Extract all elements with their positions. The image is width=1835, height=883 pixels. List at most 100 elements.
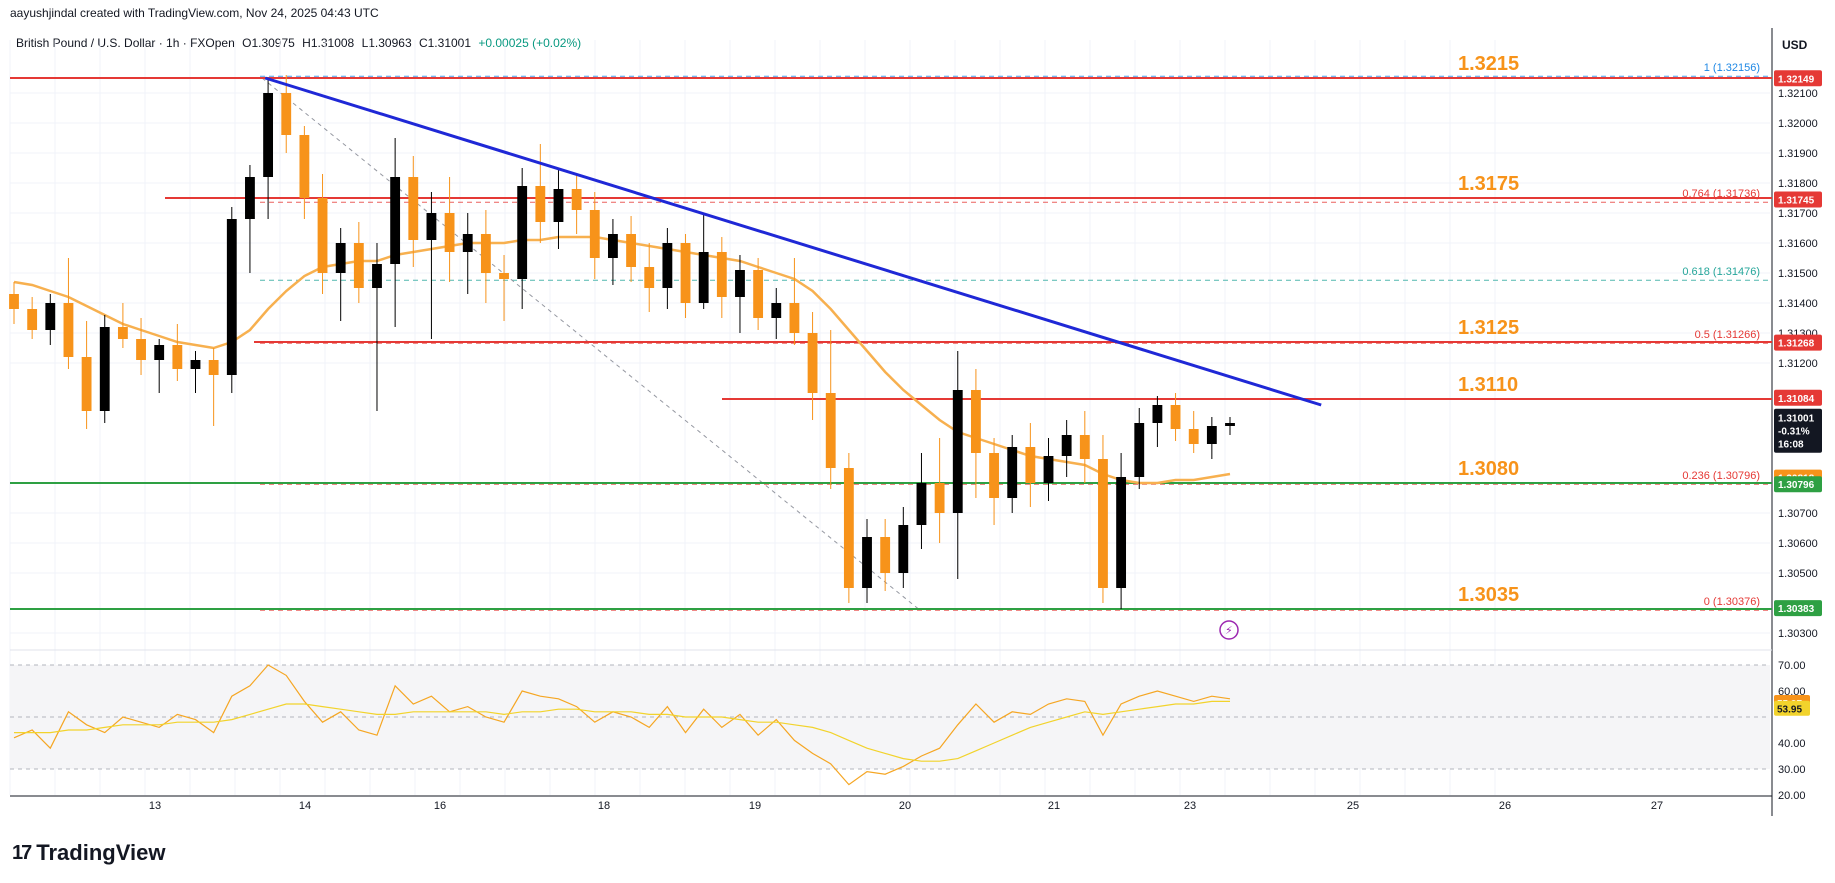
candle-body xyxy=(408,177,419,240)
candle-body xyxy=(226,219,237,375)
price-tick-label: 1.31700 xyxy=(1778,208,1818,220)
candle-body xyxy=(589,210,600,258)
candle-body xyxy=(698,252,709,303)
tradingview-brand: TradingView xyxy=(36,840,166,865)
candle-body xyxy=(1043,456,1054,483)
candle-body xyxy=(1098,459,1108,588)
candle-body xyxy=(1152,405,1163,423)
rsi-line xyxy=(13,664,1231,786)
price-tick-label: 1.30600 xyxy=(1778,538,1818,550)
candle-body xyxy=(154,345,165,360)
candle-body xyxy=(535,186,546,222)
candle-body xyxy=(989,453,999,498)
time-tick-label: 18 xyxy=(598,800,610,812)
candle-body xyxy=(1170,405,1181,429)
ohlc-close: C1.31001 xyxy=(418,36,472,50)
last-price-box xyxy=(1774,408,1822,453)
tradingview-logo[interactable]: 17 TradingView xyxy=(12,840,165,866)
candle-body xyxy=(662,243,673,288)
time-tick-label: 23 xyxy=(1184,800,1196,812)
rsi-ma-line xyxy=(14,700,1230,762)
price-tag-label: 1.31268 xyxy=(1778,339,1815,350)
price-tick-label: 1.31200 xyxy=(1778,358,1818,370)
candle-body xyxy=(807,333,818,393)
price-tag xyxy=(1774,600,1822,617)
time-tick-label: 19 xyxy=(749,800,761,812)
candle-body xyxy=(317,198,328,273)
fib-level-label: 1 (1.32156) xyxy=(1704,62,1760,74)
ohlc-low: L1.30963 xyxy=(361,36,412,50)
price-tick-label: 1.30500 xyxy=(1778,568,1818,580)
level-label: 1.3080 xyxy=(1458,458,1519,480)
candle-body xyxy=(1007,447,1018,498)
price-tag xyxy=(1774,191,1822,208)
rsi-tick-label: 40.00 xyxy=(1778,738,1806,750)
candle-body xyxy=(1225,423,1235,426)
fib-level-label: 0.618 (1.31476) xyxy=(1682,266,1760,278)
symbol-name[interactable]: British Pound / U.S. Dollar · 1h · FXOpe… xyxy=(16,36,235,50)
rsi-tick-label: 60.00 xyxy=(1778,686,1806,698)
level-label: 1.3215 xyxy=(1458,53,1519,75)
candle-body xyxy=(81,357,92,411)
candle-body xyxy=(680,243,691,303)
candle-body xyxy=(172,345,183,369)
price-tag-label: 1.31084 xyxy=(1778,394,1815,405)
candle-body xyxy=(426,213,437,240)
candle-body xyxy=(970,390,981,453)
candle-body xyxy=(390,177,401,264)
time-tick-label: 14 xyxy=(299,800,311,812)
candle-body xyxy=(880,537,891,573)
price-tick-label: 1.31500 xyxy=(1778,268,1818,280)
time-tick-label: 21 xyxy=(1048,800,1060,812)
event-marker-icon xyxy=(1219,620,1239,640)
price-tick-label: 1.30300 xyxy=(1778,628,1818,640)
candle-body xyxy=(45,303,56,330)
price-tag-label: 1.30383 xyxy=(1778,604,1815,615)
candle-body xyxy=(27,309,38,330)
time-tick-label: 25 xyxy=(1347,800,1359,812)
candle-body xyxy=(825,393,836,468)
candle-body xyxy=(117,327,128,339)
price-tick-label: 1.31400 xyxy=(1778,298,1818,310)
price-tick-label: 1.31600 xyxy=(1778,238,1818,250)
candle-body xyxy=(771,303,782,318)
candle-body xyxy=(571,189,582,210)
candle-body xyxy=(353,243,364,288)
currency-label[interactable]: USD xyxy=(1782,38,1808,52)
candle-body xyxy=(952,390,963,513)
price-tag xyxy=(1774,70,1822,87)
candle-body xyxy=(753,270,764,318)
candle-body xyxy=(499,273,509,279)
fib-diagonal-line xyxy=(261,77,921,611)
price-tick-label: 1.31800 xyxy=(1778,178,1818,190)
last-price-change: -0.31% xyxy=(1778,427,1810,438)
ohlc-open: O1.30975 xyxy=(242,36,295,50)
rsi-tick-label: 70.00 xyxy=(1778,660,1806,672)
candle-body xyxy=(1134,423,1145,477)
level-label: 1.3175 xyxy=(1458,173,1519,195)
candle-body xyxy=(517,186,528,279)
candle-body xyxy=(281,93,292,135)
candle-body xyxy=(462,234,473,252)
candle-body xyxy=(716,252,727,297)
candle-body xyxy=(245,177,255,219)
lightning-icon: ⚡ xyxy=(1225,624,1233,637)
candle-body xyxy=(480,234,491,273)
candle-body xyxy=(1188,429,1199,444)
price-tag xyxy=(1774,334,1822,351)
price-tick-label: 1.31900 xyxy=(1778,148,1818,160)
candle-body xyxy=(263,93,274,177)
candle-body xyxy=(208,360,219,375)
ohlc-change: +0.00025 (+0.02%) xyxy=(478,36,582,50)
candle-body xyxy=(444,213,455,252)
time-tick-label: 16 xyxy=(434,800,446,812)
fib-level-label: 0.5 (1.31266) xyxy=(1695,329,1760,341)
candle-body xyxy=(644,267,655,288)
candle-body xyxy=(608,234,618,258)
rsi-ma-value-label: 53.95 xyxy=(1777,705,1802,716)
level-label: 1.3110 xyxy=(1458,374,1518,396)
candle-body xyxy=(1116,477,1127,588)
last-price-value: 1.31001 xyxy=(1778,414,1815,425)
price-tick-label: 1.32100 xyxy=(1778,88,1818,100)
